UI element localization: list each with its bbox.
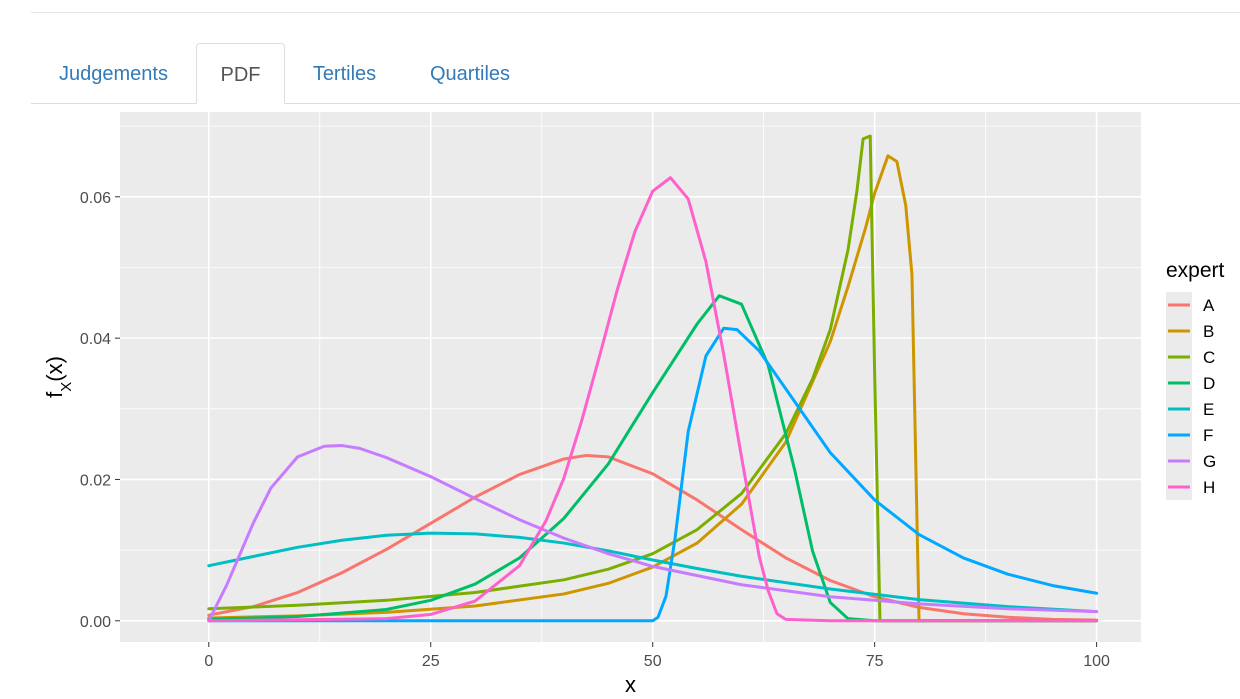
- series-line-f: [207, 326, 1099, 623]
- legend-label-d: D: [1203, 374, 1215, 393]
- y-tick-label: 0.00: [80, 614, 111, 631]
- x-tick-label: 75: [866, 653, 884, 670]
- legend-label-c: C: [1203, 348, 1215, 367]
- tab-pdf[interactable]: PDF: [196, 43, 285, 104]
- series-line-e: [207, 531, 1099, 614]
- x-axis-title: x: [625, 672, 636, 697]
- plot-panel: [120, 112, 1141, 642]
- series-line-g: [207, 444, 1099, 623]
- series-line-a: [207, 453, 1099, 622]
- series-line-b: [207, 154, 1099, 623]
- top-divider: [31, 12, 1240, 13]
- legend-label-f: F: [1203, 426, 1213, 445]
- x-tick-label: 100: [1083, 653, 1110, 670]
- legend-label-g: G: [1203, 452, 1216, 471]
- pdf-chart: 0 25 50 75 100 0.00 0.02 0.04 0.06 x fX(x) exper…: [42, 112, 1225, 697]
- tab-bar: Judgements PDF Tertiles Quartiles: [31, 43, 1240, 104]
- y-tick-label: 0.02: [80, 472, 111, 489]
- y-axis-title: fX(x): [42, 356, 75, 398]
- series-line-d: [207, 294, 1099, 623]
- legend-title: expert: [1166, 259, 1225, 282]
- legend-key-background: [1166, 292, 1192, 500]
- legend-label-a: A: [1203, 296, 1215, 315]
- series-line-c: [207, 134, 1099, 623]
- legend-label-h: H: [1203, 478, 1215, 497]
- legend-label-b: B: [1203, 322, 1214, 341]
- tab-quartiles[interactable]: Quartiles: [429, 63, 511, 85]
- series-lines: [207, 134, 1099, 623]
- axes: 0 25 50 75 100 0.00 0.02 0.04 0.06: [80, 190, 1110, 670]
- y-tick-label: 0.04: [80, 331, 111, 348]
- x-tick-label: 25: [422, 653, 440, 670]
- series-line-h: [207, 176, 1099, 623]
- tab-judgements[interactable]: Judgements: [59, 63, 168, 85]
- tab-tertiles[interactable]: Tertiles: [312, 63, 377, 85]
- x-tick-label: 50: [644, 653, 662, 670]
- y-tick-label: 0.06: [80, 190, 111, 207]
- legend-label-e: E: [1203, 400, 1214, 419]
- x-tick-label: 0: [204, 653, 213, 670]
